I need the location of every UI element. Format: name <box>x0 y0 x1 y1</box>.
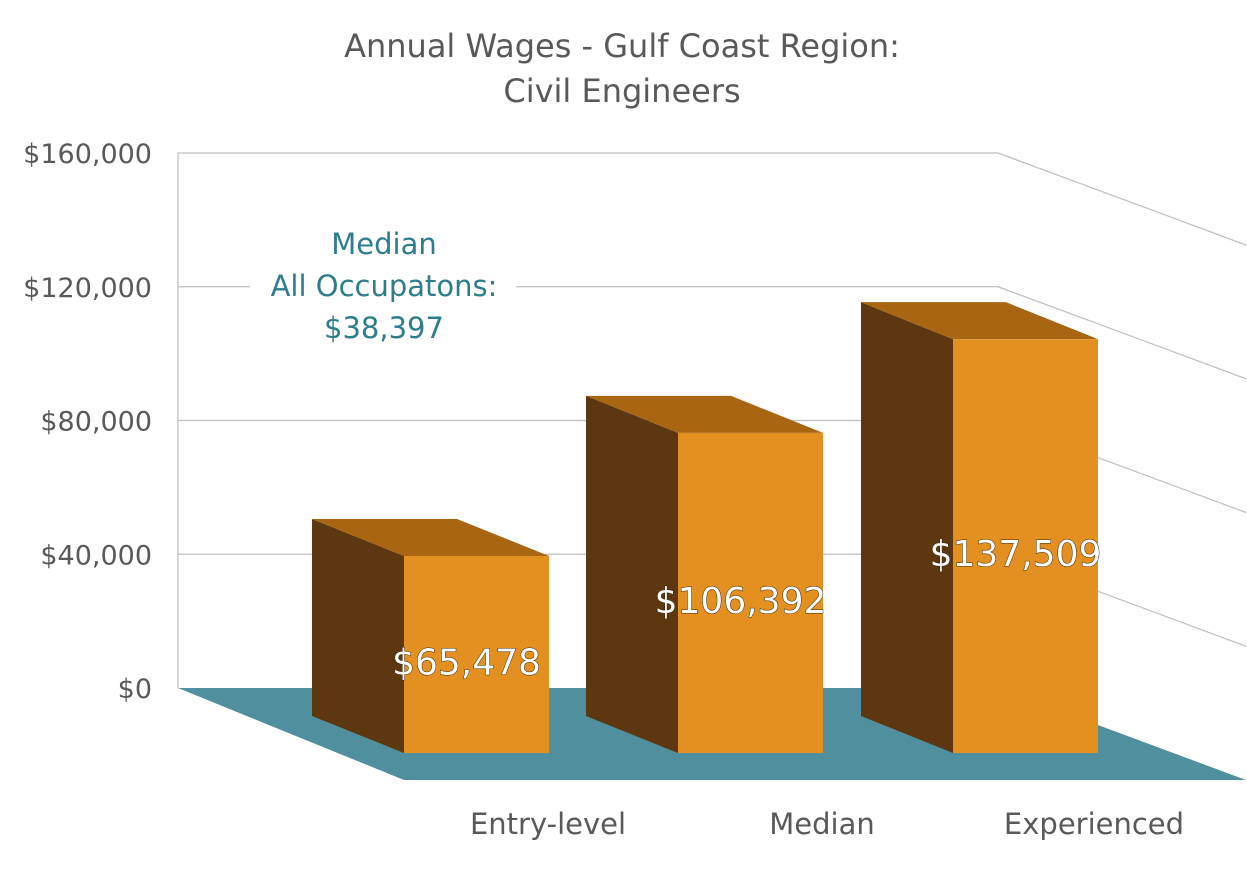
bar-median: $106,392 <box>586 395 827 753</box>
y-tick-label: $120,000 <box>23 273 152 304</box>
annotation-line: All Occupatons: <box>271 269 498 303</box>
bar-entry-level: $65,478 <box>312 518 549 753</box>
y-tick-label: $0 <box>118 674 152 705</box>
bar-top-face <box>312 518 549 556</box>
annotation-background <box>250 262 516 304</box>
chart-title-line-1: Annual Wages - Gulf Coast Region: <box>344 27 900 65</box>
bar-value-label: $137,509 <box>930 534 1102 575</box>
bar-side-face <box>861 302 953 753</box>
bars: $65,478 $106,392 $137,509 <box>312 302 1102 753</box>
y-axis-ticks: $0 $40,000 $80,000 $120,000 $160,000 <box>23 139 152 705</box>
gridline-side <box>997 286 1247 380</box>
y-tick-label: $80,000 <box>40 407 152 438</box>
bar-top-face <box>861 302 1098 340</box>
chart-title: Annual Wages - Gulf Coast Region: Civil … <box>344 27 900 110</box>
annotation-line: Median <box>331 227 436 261</box>
bar-top-face <box>586 395 823 433</box>
x-category-label: Entry-level <box>470 807 626 841</box>
chart-title-line-2: Civil Engineers <box>503 72 740 110</box>
bar-experienced: $137,509 <box>861 302 1102 753</box>
x-category-label: Experienced <box>1004 807 1184 841</box>
bar-value-label: $106,392 <box>655 581 827 622</box>
bar-front-face <box>404 555 549 753</box>
bar-front-face <box>678 432 823 753</box>
x-axis-categories: Entry-level Median Experienced <box>470 807 1184 841</box>
y-tick-label: $40,000 <box>40 540 152 571</box>
x-category-label: Median <box>769 807 874 841</box>
gridline-side <box>997 152 1247 246</box>
bar-side-face <box>586 395 678 753</box>
annotation-line: $38,397 <box>324 311 444 345</box>
bar-front-face <box>953 339 1098 753</box>
bar-value-label: $65,478 <box>392 642 541 683</box>
bar-side-face <box>312 518 404 753</box>
y-tick-label: $160,000 <box>23 139 152 170</box>
median-all-occupations-annotation: Median All Occupatons: $38,397 <box>250 227 516 345</box>
